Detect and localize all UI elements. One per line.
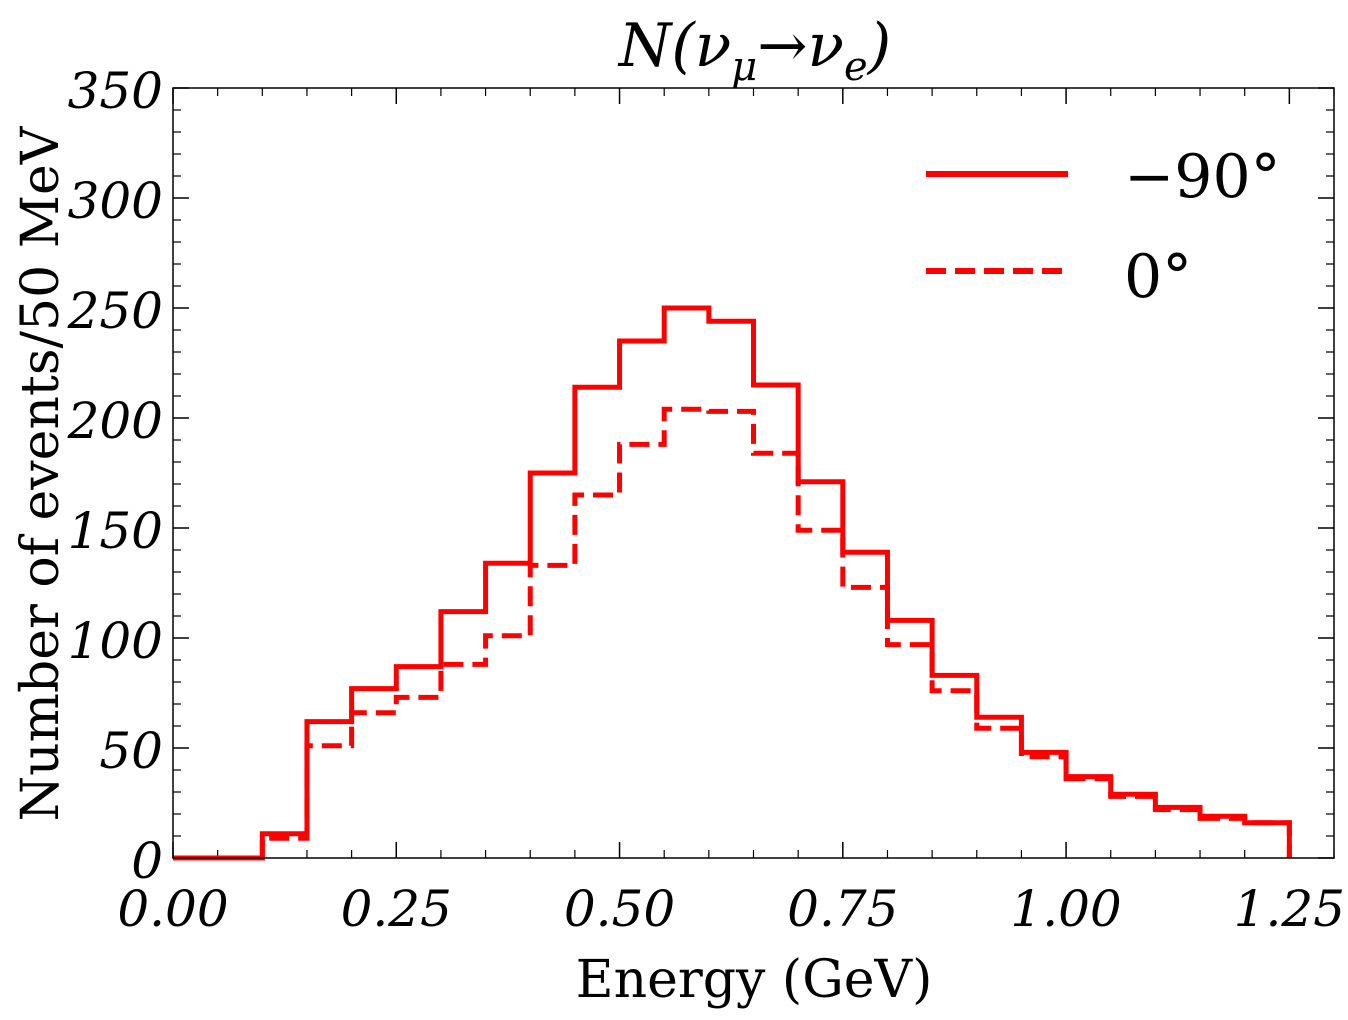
x-tick-label: 0.25 xyxy=(341,880,452,938)
legend-label-solid: −90° xyxy=(1124,142,1281,212)
y-tick-label: 300 xyxy=(68,172,163,230)
series-0deg-step xyxy=(173,406,1292,861)
series-minus90deg-step xyxy=(173,305,1292,861)
x-tick-label: 1.00 xyxy=(1010,880,1121,938)
y-tick-label: 50 xyxy=(99,722,163,780)
x-tick-label: 1.25 xyxy=(1234,880,1345,938)
x-axis-label: Energy (GeV) xyxy=(576,950,933,1010)
y-tick-label: 100 xyxy=(68,612,163,670)
x-tick-label: 0.75 xyxy=(787,880,898,938)
y-axis-label: Number of events/50 MeV xyxy=(11,125,71,821)
y-tick-label: 150 xyxy=(68,502,163,560)
y-tick-label: 250 xyxy=(67,282,163,340)
plot-series xyxy=(173,305,1292,861)
x-tick-label: 0.50 xyxy=(564,880,675,938)
legend-label-dashed: 0° xyxy=(1124,242,1192,312)
y-tick-label: 0 xyxy=(131,832,163,890)
y-tick-label: 200 xyxy=(67,392,163,450)
legend: −90° 0° xyxy=(926,142,1281,312)
chart-title: N(νμ→νe) xyxy=(617,11,891,90)
plot-frame xyxy=(172,87,1335,859)
x-tick-label: 0.00 xyxy=(117,880,228,938)
axis-ticks: 0.00 0.25 0.50 0.75 1.00 1.25 0 50 100 150 200 250 3… xyxy=(67,62,1345,938)
y-tick-label: 350 xyxy=(68,62,163,120)
